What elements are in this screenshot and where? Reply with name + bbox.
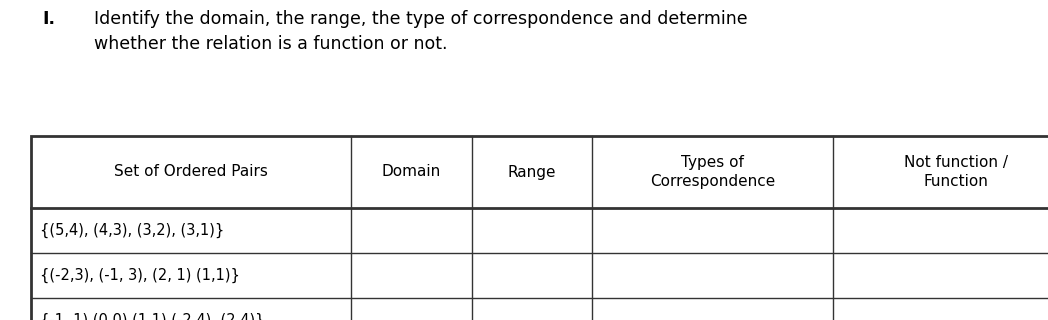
Text: {(5,4), (4,3), (3,2), (3,1)}: {(5,4), (4,3), (3,2), (3,1)} [40, 223, 224, 238]
Text: {(-2,3), (-1, 3), (2, 1) (1,1)}: {(-2,3), (-1, 3), (2, 1) (1,1)} [40, 268, 240, 283]
Text: Set of Ordered Pairs: Set of Ordered Pairs [114, 164, 268, 180]
Text: Types of
Correspondence: Types of Correspondence [650, 155, 776, 189]
Text: {-1, 1),(0,0),(1,1),(-2,4), (2,4)}: {-1, 1),(0,0),(1,1),(-2,4), (2,4)} [40, 312, 264, 320]
Text: Domain: Domain [381, 164, 441, 180]
Text: Range: Range [507, 164, 556, 180]
Text: Not function /
Function: Not function / Function [904, 155, 1008, 189]
Text: I.: I. [42, 10, 54, 28]
Text: Identify the domain, the range, the type of correspondence and determine
whether: Identify the domain, the range, the type… [94, 10, 748, 53]
